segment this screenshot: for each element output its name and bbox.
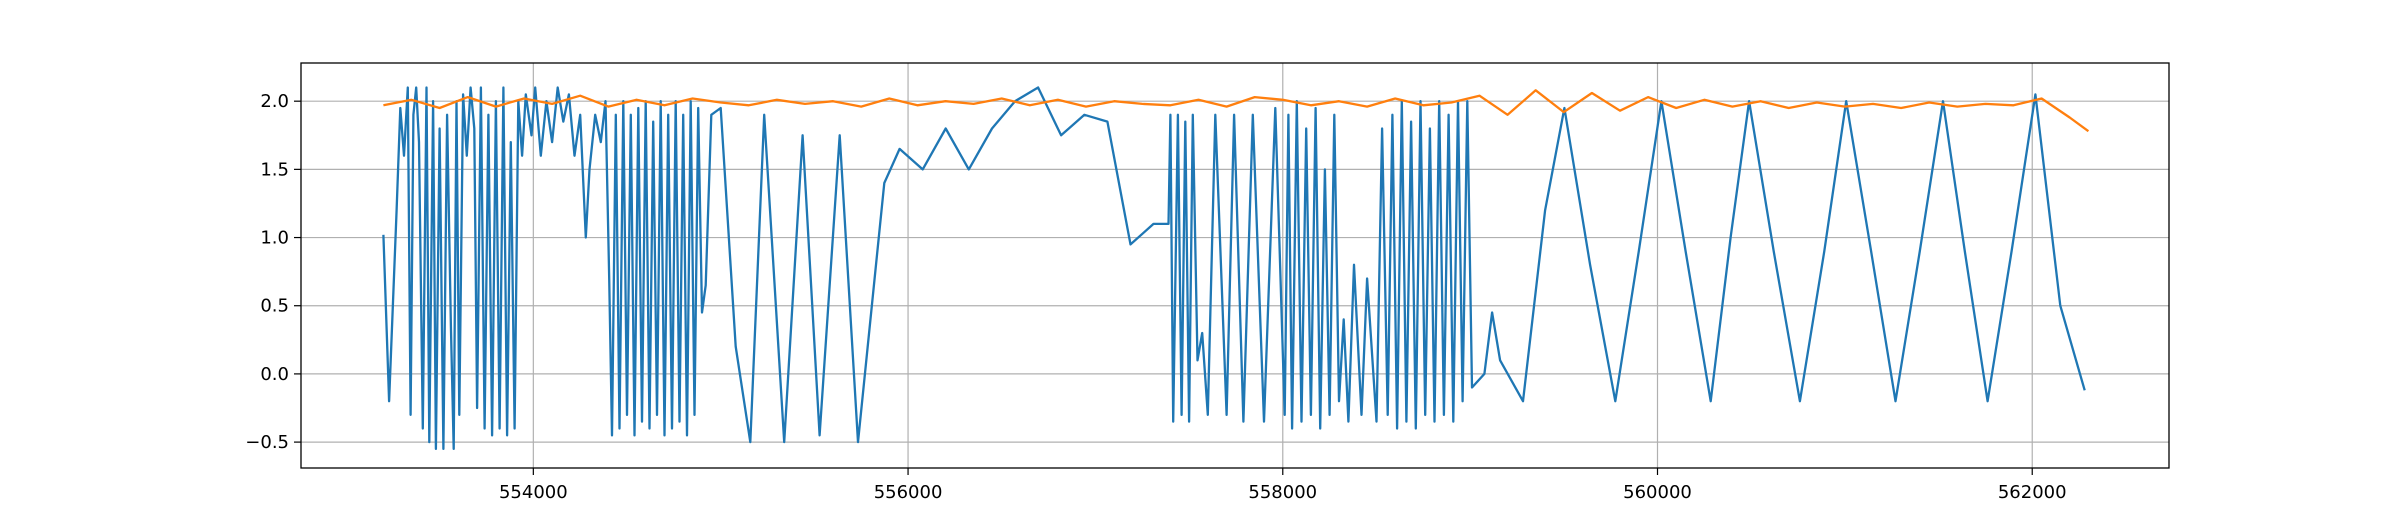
y-tick-label: 0.5 [260, 296, 289, 317]
y-tick-label: 2.0 [260, 91, 289, 112]
x-tick-label: 562000 [1998, 482, 2067, 503]
y-tick-label: 0.0 [260, 364, 289, 385]
plot-area [382, 86, 2090, 451]
data-line [382, 86, 2086, 451]
axes-frame [300, 62, 2170, 469]
data-line [383, 89, 2090, 133]
x-tick-label: 560000 [1623, 482, 1692, 503]
x-tick-label: 556000 [874, 482, 943, 503]
y-tick-label: 1.0 [260, 228, 289, 249]
y-tick-label: −0.5 [245, 432, 289, 453]
x-tick-label: 558000 [1248, 482, 1317, 503]
x-tick-label: 554000 [499, 482, 568, 503]
y-tick-label: 1.5 [260, 159, 289, 180]
ticks: −0.5 0.0 0.5 1.0 1.5 2.0 554000 556000 558000 560… [245, 91, 2066, 503]
